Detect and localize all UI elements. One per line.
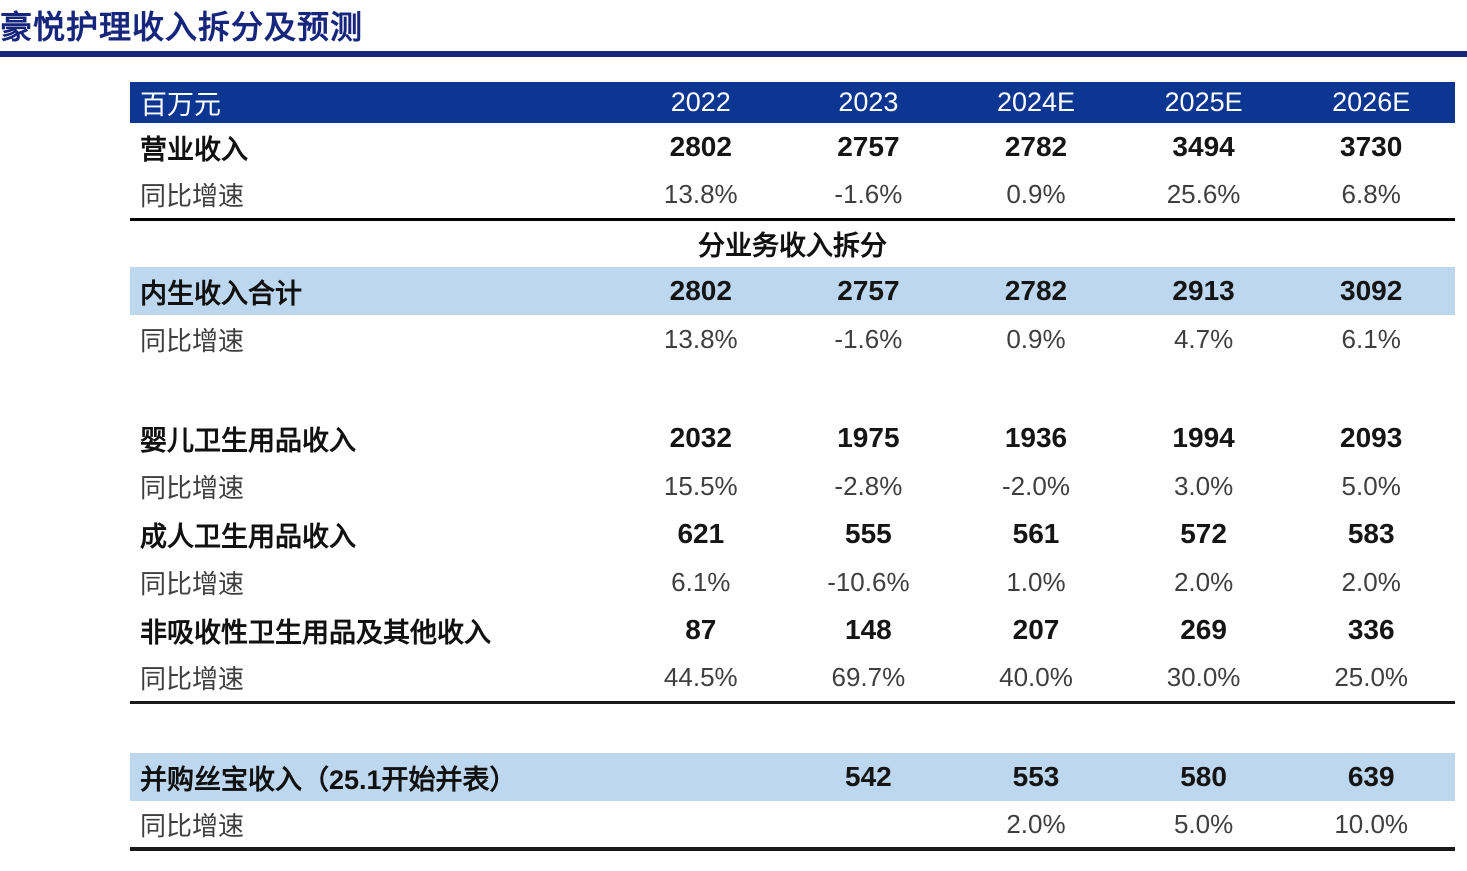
value-cell: -1.6% — [834, 178, 903, 209]
table-row-yoy-growth: 同比增速 13.8% -1.6% 0.9% 25.6% 6.8% — [130, 171, 1455, 219]
table-row-yoy-growth: 同比增速 44.5% 69.7% 40.0% 30.0% 25.0% — [130, 654, 1455, 702]
row-label: 同比增速 — [140, 663, 245, 694]
table-row-organic-revenue-total: 内生收入合计 2802 2757 2782 2913 3092 — [130, 267, 1455, 315]
value-cell: 3.0% — [1173, 470, 1234, 501]
value-cell: 1936 — [1004, 422, 1068, 453]
value-cell: 639 — [1347, 761, 1395, 792]
value-cell: 44.5% — [663, 661, 738, 692]
value-cell: 13.8% — [663, 178, 738, 209]
value-cell: 30.0% — [1166, 661, 1241, 692]
table-row-nonabsorbent-other-revenue: 非吸收性卫生用品及其他收入 87 148 207 269 336 — [130, 606, 1455, 654]
table-row-yoy-growth: 同比增速 6.1% -10.6% 1.0% 2.0% 2.0% — [130, 558, 1455, 606]
value-cell: 6.1% — [1341, 323, 1401, 354]
table-row-yoy-growth: 同比增速 2.0% 5.0% 10.0% — [130, 801, 1455, 849]
value-cell: 2802 — [669, 131, 732, 162]
value-cell: -2.8% — [834, 470, 903, 501]
value-cell: 1.0% — [1006, 566, 1066, 597]
value-cell: 2.0% — [1341, 566, 1401, 597]
value-cell: 2782 — [1004, 275, 1068, 306]
title-underline-rule — [0, 51, 1467, 57]
value-cell: 572 — [1180, 518, 1227, 549]
value-cell: 0.9% — [1006, 178, 1066, 209]
table-row-baby-hygiene-revenue: 婴儿卫生用品收入 2032 1975 1936 1994 2093 — [130, 414, 1455, 462]
value-cell: -1.6% — [834, 323, 903, 354]
value-cell — [617, 753, 785, 801]
value-cell — [785, 801, 953, 849]
value-cell: 69.7% — [831, 661, 906, 692]
table-row-yoy-growth: 同比增速 13.8% -1.6% 0.9% 4.7% 6.1% — [130, 315, 1455, 363]
value-cell: 553 — [1012, 761, 1060, 792]
value-cell: 10.0% — [1334, 808, 1409, 839]
row-label: 同比增速 — [140, 810, 245, 841]
value-cell: 2757 — [837, 131, 900, 162]
col-header-2023: 2023 — [838, 87, 899, 117]
row-label: 同比增速 — [140, 325, 245, 356]
page-title: 豪悦护理收入拆分及预测 — [0, 9, 364, 45]
value-cell: 2782 — [1004, 131, 1068, 162]
row-label: 非吸收性卫生用品及其他收入 — [140, 617, 491, 648]
col-header-2025e: 2025E — [1164, 87, 1243, 117]
value-cell: 2.0% — [1173, 566, 1234, 597]
row-label: 成人卫生用品收入 — [140, 521, 356, 552]
value-cell: 6.1% — [671, 566, 731, 597]
col-header-2026e: 2026E — [1332, 87, 1411, 117]
row-label: 同比增速 — [140, 472, 245, 503]
value-cell: 561 — [1012, 518, 1060, 549]
value-cell: 25.6% — [1166, 178, 1241, 209]
value-cell: 3730 — [1340, 131, 1403, 162]
value-cell: 2.0% — [1006, 808, 1066, 839]
section-header-label: 分业务收入拆分 — [698, 231, 887, 262]
spacer-row — [130, 363, 1455, 414]
col-header-2024e: 2024E — [996, 87, 1076, 117]
value-cell: 3092 — [1340, 275, 1403, 306]
value-cell: 148 — [845, 614, 892, 645]
value-cell: 40.0% — [999, 661, 1073, 692]
row-label: 营业收入 — [140, 134, 248, 165]
row-label: 同比增速 — [140, 180, 245, 211]
value-cell: 2093 — [1340, 422, 1403, 453]
revenue-forecast-table: 百万元 2022 2023 2024E 2025E 2026E 营业收入 280… — [130, 82, 1455, 851]
value-cell: 5.0% — [1341, 470, 1401, 501]
value-cell: 2913 — [1172, 275, 1235, 306]
value-cell: 15.5% — [663, 470, 738, 501]
col-header-2022: 2022 — [670, 87, 731, 117]
spacer-row — [130, 702, 1455, 753]
value-cell: 0.9% — [1006, 323, 1066, 354]
value-cell: 583 — [1347, 518, 1395, 549]
value-cell: 13.8% — [663, 323, 738, 354]
table-row-yoy-growth: 同比增速 15.5% -2.8% -2.0% 3.0% 5.0% — [130, 462, 1455, 510]
row-label: 内生收入合计 — [140, 278, 302, 309]
value-cell: 5.0% — [1173, 808, 1234, 839]
row-label: 同比增速 — [140, 568, 245, 599]
value-cell: 2802 — [669, 275, 732, 306]
value-cell: 1994 — [1172, 422, 1235, 453]
row-label: 并购丝宝收入（25.1开始并表） — [140, 764, 517, 795]
value-cell: 6.8% — [1341, 178, 1401, 209]
value-cell: 580 — [1180, 761, 1227, 792]
value-cell: 1975 — [837, 422, 900, 453]
value-cell: 4.7% — [1173, 323, 1234, 354]
row-label: 婴儿卫生用品收入 — [140, 425, 356, 456]
value-cell: 542 — [845, 761, 892, 792]
value-cell: 2757 — [837, 275, 900, 306]
value-cell: 269 — [1180, 614, 1227, 645]
value-cell: -10.6% — [827, 566, 910, 597]
unit-header-cell: 百万元 — [140, 90, 221, 120]
table-row-sibao-acquisition-revenue: 并购丝宝收入（25.1开始并表） 542 553 580 639 — [130, 753, 1455, 801]
value-cell: 207 — [1012, 614, 1060, 645]
table-row-operating-revenue: 营业收入 2802 2757 2782 3494 3730 — [130, 123, 1455, 171]
value-cell: 555 — [845, 518, 892, 549]
table-row-adult-hygiene-revenue: 成人卫生用品收入 621 555 561 572 583 — [130, 510, 1455, 558]
table-header-row: 百万元 2022 2023 2024E 2025E 2026E — [130, 82, 1455, 123]
value-cell — [617, 801, 785, 849]
value-cell: -2.0% — [1002, 470, 1070, 501]
table-section-header-row: 分业务收入拆分 — [130, 219, 1455, 267]
value-cell: 25.0% — [1334, 661, 1409, 692]
value-cell: 87 — [685, 614, 717, 645]
value-cell: 2032 — [669, 422, 732, 453]
value-cell: 621 — [677, 518, 725, 549]
value-cell: 336 — [1347, 614, 1395, 645]
value-cell: 3494 — [1172, 131, 1235, 162]
